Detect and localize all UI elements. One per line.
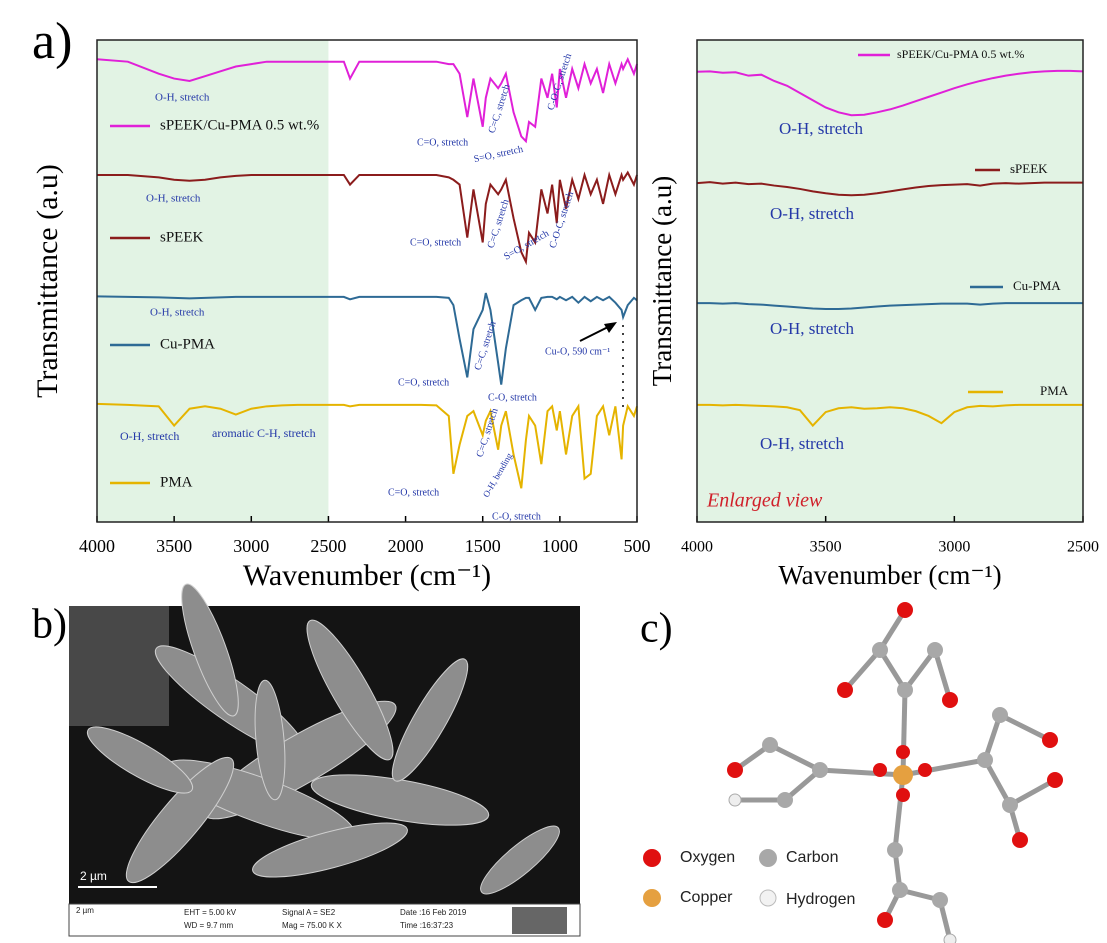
legend-swatch <box>643 889 661 907</box>
legend-swatch <box>759 849 777 867</box>
x-tick-label: 3000 <box>233 536 269 556</box>
annotation: O-H, stretch <box>770 204 855 223</box>
x-axis-label: Wavenumber (cm⁻¹) <box>778 560 1001 590</box>
legend-label: Cu-PMA <box>160 336 215 352</box>
legend-swatch <box>760 890 776 906</box>
legend-label: PMA <box>1040 383 1069 398</box>
x-tick-label: 1500 <box>465 536 501 556</box>
x-tick-label: 3000 <box>938 539 970 556</box>
panel-label: c) <box>640 606 673 652</box>
legend-label: sPEEK/Cu-PMA 0.5 wt.% <box>897 47 1024 61</box>
x-tick-label: 500 <box>624 536 651 556</box>
annotation: Enlarged view <box>706 490 823 512</box>
x-tick-label: 4000 <box>681 539 713 556</box>
figure: a) b) 2 µm 2 µm EHT = 5.00 kV WD = 9.7 m… <box>0 0 1107 943</box>
legend-label: Oxygen <box>680 849 735 866</box>
x-tick-label: 3500 <box>156 536 192 556</box>
x-tick-label: 1000 <box>542 536 578 556</box>
legend-label: PMA <box>160 474 193 490</box>
shaded-region <box>97 40 328 522</box>
x-tick-label: 2500 <box>1067 539 1099 556</box>
x-tick-label: 2000 <box>388 536 424 556</box>
annotation: C-O, stretch <box>488 392 537 403</box>
annotation: O-H, stretch <box>120 429 179 443</box>
legend-label: Copper <box>680 889 733 906</box>
annotation: C=O, stretch <box>388 487 439 498</box>
footer-text: Date :16 Feb 2019 <box>400 908 467 917</box>
sem-image <box>69 579 580 936</box>
footer-text: Mag = 75.00 K X <box>282 921 342 930</box>
annotation: O-H, stretch <box>779 119 864 138</box>
annotation: C=O, stretch <box>410 237 461 248</box>
annotation: O-H, stretch <box>150 307 205 319</box>
x-axis-label: Wavenumber (cm⁻¹) <box>243 559 491 592</box>
y-axis-label: Transmittance (a.u) <box>647 176 677 386</box>
annotation: aromatic C-H, stretch <box>212 426 316 440</box>
panel-label: a) <box>32 13 72 70</box>
footer-text: 2 µm <box>76 906 94 915</box>
legend-label: Carbon <box>786 849 838 866</box>
annotation: O-H, stretch <box>155 92 210 104</box>
x-tick-label: 2500 <box>310 536 346 556</box>
x-tick-label: 3500 <box>810 539 842 556</box>
legend-label: sPEEK <box>1010 161 1048 176</box>
legend-label: Cu-PMA <box>1013 278 1061 293</box>
x-tick-label: 4000 <box>79 536 115 556</box>
annotation: Cu-O, 590 cm⁻¹ <box>545 346 610 357</box>
legend-swatch <box>643 849 661 867</box>
footer-text: Signal A = SE2 <box>282 908 336 917</box>
annotation: O-H, stretch <box>146 193 201 205</box>
legend-label: Hydrogen <box>786 891 855 908</box>
footer-text: WD = 9.7 mm <box>184 921 233 930</box>
scale-bar-label: 2 µm <box>80 869 107 883</box>
annotation: C=O, stretch <box>398 377 449 388</box>
panel-label: b) <box>32 602 67 648</box>
legend-label: sPEEK/Cu-PMA 0.5 wt.% <box>160 117 319 133</box>
annotation: C-O, stretch <box>492 511 541 522</box>
footer-text: EHT = 5.00 kV <box>184 908 237 917</box>
y-axis-label: Transmittance (a.u) <box>31 164 64 398</box>
footer-text: Time :16:37:23 <box>400 921 454 930</box>
annotation: O-H, stretch <box>770 319 855 338</box>
annotation: O-H, stretch <box>760 434 845 453</box>
annotation: C=O, stretch <box>417 137 468 148</box>
legend-label: sPEEK <box>160 229 204 245</box>
